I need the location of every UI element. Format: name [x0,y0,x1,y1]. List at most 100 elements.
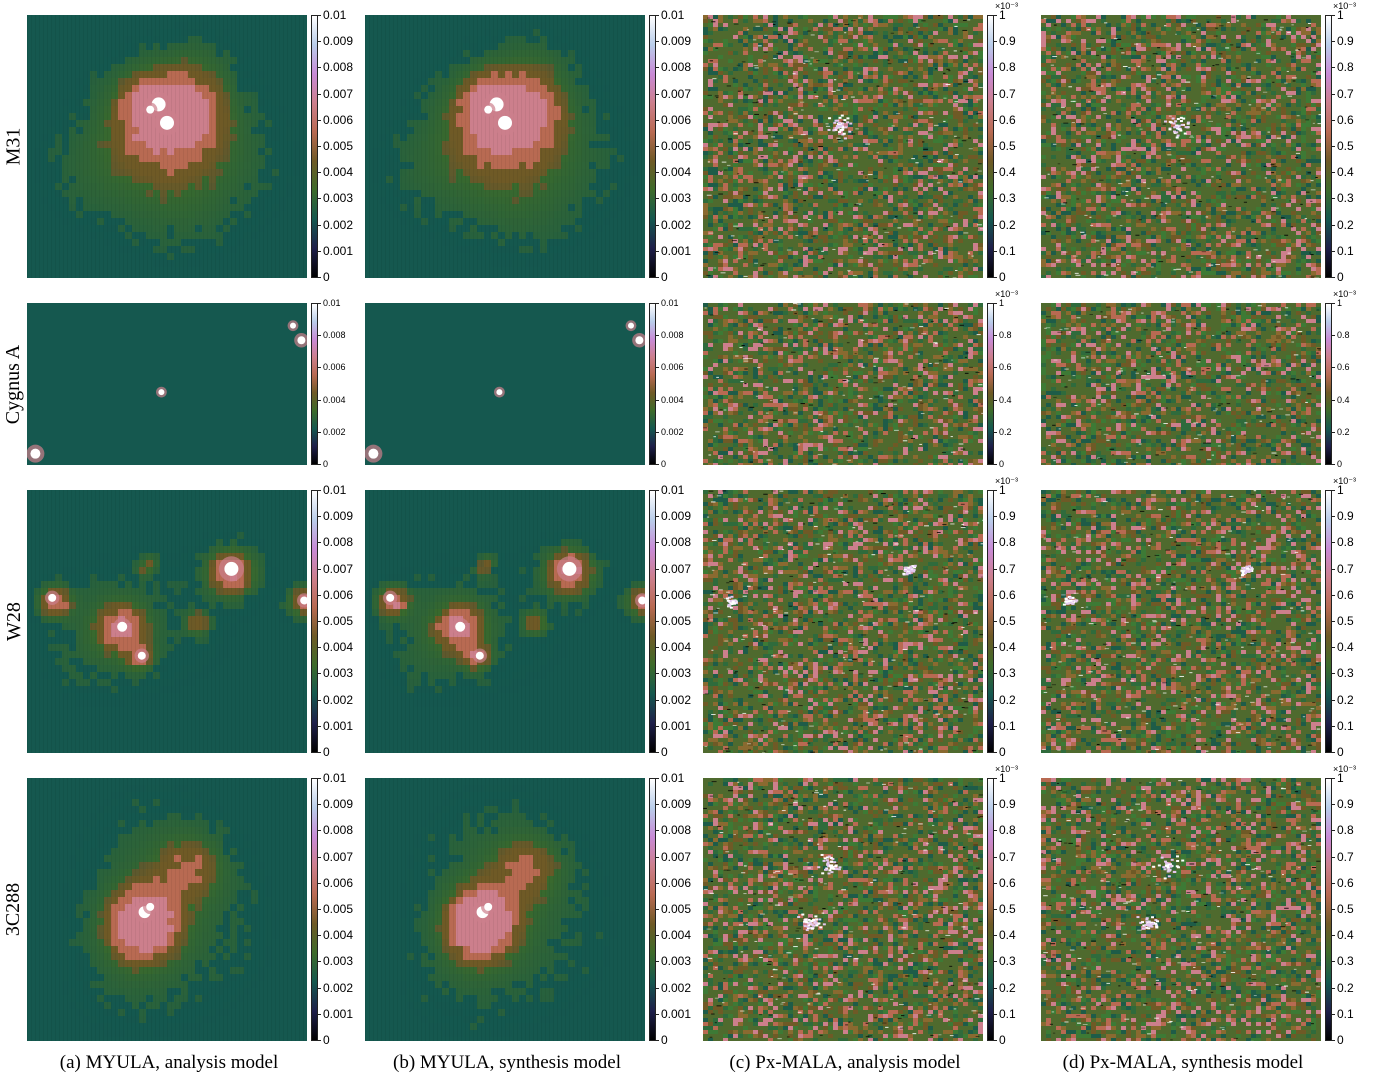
colorbar-tick [994,464,997,465]
colorbar-tick-label: 0.007 [661,851,691,863]
colorbar-tick-label: 0.008 [661,61,691,73]
colorbar-tick [1332,961,1335,963]
colorbar-tick [656,198,659,200]
row-label-text: W28 [3,602,26,641]
colorbar-tick-label: 0.8 [1337,536,1354,548]
colorbar-tick [656,431,659,433]
colorbar-tick [318,67,321,69]
colorbar-tick-label: 0.5 [1337,903,1354,915]
colorbar-tick [318,198,321,200]
colorbar-tick-label: 0.9 [1337,35,1354,47]
colorbar [311,778,318,1041]
colorbar-tick-label: 0.01 [661,484,684,496]
colorbar-tick-label: 0.7 [999,563,1016,575]
colorbar-tick [656,15,659,16]
colorbar-tick-label: 0.4 [999,166,1016,178]
colorbar [1325,15,1332,278]
colorbar-tick-label: 0.01 [323,772,346,784]
colorbar-tick-label: 0.002 [323,982,353,994]
colorbar-tick [656,335,659,337]
sample-map [703,490,983,753]
colorbar-tick-label: 0.002 [661,694,691,706]
colorbar-tick-label: 0.6 [999,114,1016,126]
colorbar-tick [318,367,321,369]
colorbar-tick-label: 0.9 [999,35,1016,47]
colorbar-tick [1332,752,1335,753]
colorbar-tick-label: 0.004 [323,929,353,941]
colorbar [311,15,318,278]
colorbar-tick [994,856,997,858]
colorbar-tick-label: 0.004 [661,641,691,653]
image-panel [1041,15,1321,278]
subfigure-caption: (b) MYULA, synthesis model [338,1052,676,1074]
colorbar-tick-label: 0.3 [999,955,1016,967]
colorbar-tick-label: 0.007 [323,88,353,100]
colorbar-tick-label: 0.1 [1337,720,1354,732]
colorbar-tick-label: 0.006 [661,877,691,889]
colorbar-tick-label: 0.007 [661,563,691,575]
sample-map [1041,303,1321,465]
colorbar-tick-label: 1 [999,484,1006,496]
colorbar-tick [1332,41,1335,43]
colorbar-tick-label: 0.9 [999,798,1016,810]
colorbar-tick [318,335,321,337]
colorbar-tick [994,647,997,649]
colorbar-tick-label: 0.005 [661,615,691,627]
colorbar-tick [656,303,659,304]
colorbar-tick [994,1040,997,1041]
colorbar-tick-label: 0.006 [661,589,691,601]
colorbar-tick [318,647,321,649]
colorbar-tick [1332,224,1335,226]
colorbar-tick [994,568,997,570]
colorbar-tick-label: 0.7 [1337,88,1354,100]
colorbar-tick [994,224,997,226]
colorbar-tick-label: 0.005 [323,615,353,627]
colorbar-tick-label: 0 [661,746,668,758]
image-panel [703,303,983,465]
colorbar-tick [1332,399,1335,401]
colorbar-tick-label: 0.006 [661,114,691,126]
colorbar-tick-label: 0.008 [661,331,684,340]
colorbar-tick-label: 1 [1337,299,1342,308]
colorbar-tick-label: 0.8 [1337,331,1350,340]
colorbar-tick [994,882,997,884]
colorbar-tick-label: 0.1 [1337,245,1354,257]
colorbar-tick-label: 0 [323,460,328,469]
colorbar-tick [1332,856,1335,858]
colorbar-tick [656,1013,659,1015]
colorbar-tick [994,542,997,544]
colorbar-tick [994,1013,997,1015]
colorbar-tick-label: 0.009 [661,510,691,522]
colorbar-tick-label: 0.8 [999,61,1016,73]
colorbar-tick [656,725,659,727]
colorbar-tick [994,399,997,401]
colorbar-tick-label: 0.002 [323,427,346,437]
colorbar-tick [318,909,321,910]
colorbar-multiplier: ×10⁻³ [995,1,1018,12]
colorbar-tick [994,67,997,69]
row-label: M31 [3,15,25,278]
colorbar-tick-label: 1 [1337,484,1344,496]
colorbar-tick [318,464,321,465]
colorbar-tick [318,1013,321,1015]
colorbar-tick-label: 0.001 [661,720,691,732]
colorbar-tick-label: 0.009 [661,35,691,47]
colorbar-tick [318,752,321,753]
colorbar-tick [1332,830,1335,832]
colorbar-tick [318,277,321,278]
colorbar-tick [994,367,997,369]
colorbar-tick-label: 0.001 [323,245,353,257]
colorbar-tick [318,935,321,937]
colorbar-tick [656,647,659,649]
colorbar-tick-label: 0.005 [323,140,353,152]
colorbar-tick-label: 0.005 [661,140,691,152]
colorbar-tick-label: 0.7 [1337,851,1354,863]
reconstruction-map [365,15,645,278]
colorbar-tick-label: 0 [999,746,1006,758]
colorbar-tick-label: 0.4 [999,641,1016,653]
colorbar-tick-label: 0.005 [323,903,353,915]
colorbar-tick-label: 0.002 [323,694,353,706]
image-panel [1041,778,1321,1041]
image-panel [703,490,983,753]
image-panel [27,490,307,753]
